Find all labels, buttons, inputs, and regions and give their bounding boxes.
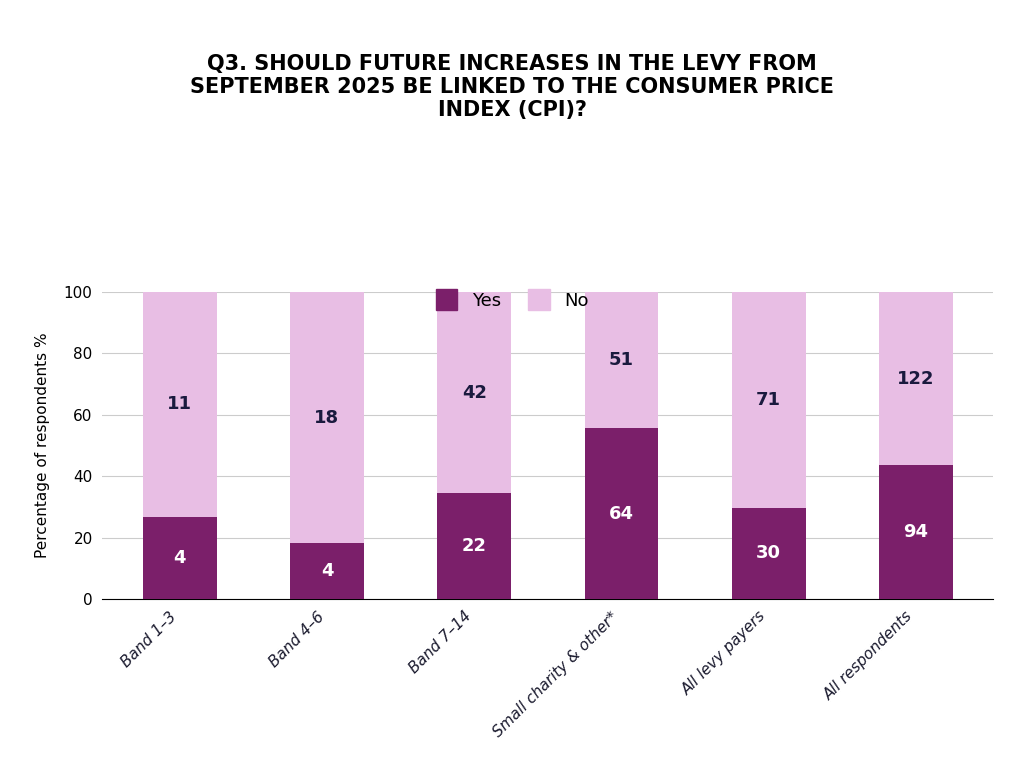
Text: 11: 11 (167, 396, 193, 413)
Y-axis label: Percentage of respondents %: Percentage of respondents % (35, 333, 50, 558)
Text: 18: 18 (314, 409, 340, 426)
Bar (732, 292, 806, 508)
Bar (437, 494, 511, 599)
Text: 22: 22 (462, 538, 486, 555)
Text: 4: 4 (173, 549, 186, 567)
Text: 42: 42 (462, 384, 486, 402)
Text: 30: 30 (756, 545, 781, 562)
Legend: Yes, No: Yes, No (435, 290, 589, 310)
Text: 71: 71 (756, 391, 781, 409)
Text: 51: 51 (609, 351, 634, 369)
Bar (143, 517, 216, 599)
Bar (880, 465, 952, 599)
Bar (585, 428, 658, 599)
Bar (732, 508, 806, 599)
Bar (290, 543, 364, 599)
Text: Q3. SHOULD FUTURE INCREASES IN THE LEVY FROM
SEPTEMBER 2025 BE LINKED TO THE CON: Q3. SHOULD FUTURE INCREASES IN THE LEVY … (190, 54, 834, 120)
Bar (880, 292, 952, 465)
Text: 122: 122 (897, 369, 935, 388)
Bar (585, 292, 658, 428)
Bar (290, 292, 364, 543)
Text: 94: 94 (903, 523, 929, 541)
Text: 4: 4 (321, 562, 333, 580)
Bar (437, 292, 511, 494)
Text: 64: 64 (609, 505, 634, 522)
Bar (143, 292, 216, 517)
